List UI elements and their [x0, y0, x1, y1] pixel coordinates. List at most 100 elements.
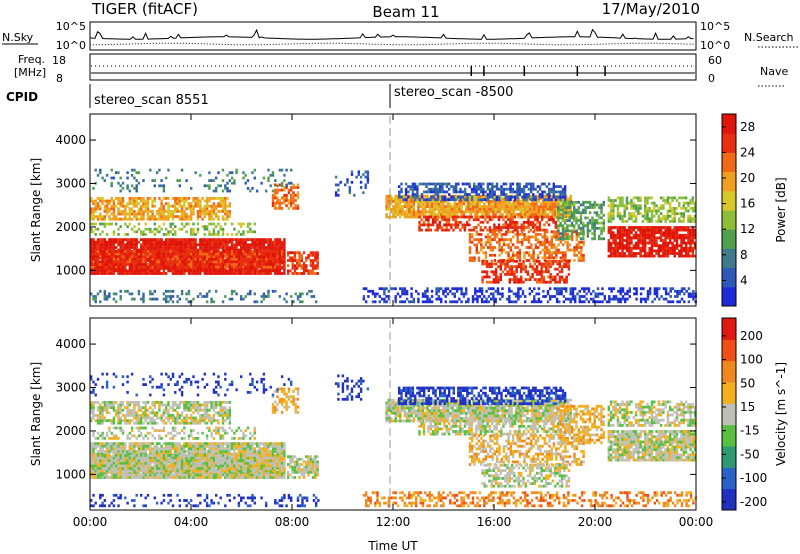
power-cell	[311, 261, 315, 265]
power-cell	[452, 185, 455, 188]
power-cell	[495, 262, 498, 266]
power-cell	[565, 280, 568, 284]
power-cell	[192, 210, 195, 213]
power-cell	[169, 210, 172, 213]
power-cell	[144, 204, 147, 208]
power-cell	[126, 243, 129, 247]
power-cell	[144, 263, 147, 266]
power-cell	[520, 187, 524, 191]
power-cell	[142, 257, 145, 261]
power-cell	[591, 237, 594, 241]
power-cell	[230, 243, 234, 247]
power-cell	[609, 220, 613, 223]
power-cell	[514, 233, 517, 236]
power-cell	[477, 233, 481, 236]
power-cell	[535, 210, 538, 214]
power-cell	[190, 215, 193, 218]
power-cell	[187, 260, 191, 264]
power-cell	[448, 187, 451, 191]
power-cell	[548, 240, 551, 244]
power-cell	[126, 187, 129, 190]
power-cell	[523, 235, 526, 239]
power-cell	[527, 226, 530, 229]
power-cell	[269, 184, 272, 188]
power-cell	[511, 253, 515, 257]
power-cell	[242, 176, 245, 180]
power-cell	[500, 235, 503, 239]
power-cell	[561, 190, 565, 194]
power-cell	[180, 246, 184, 249]
power-cell	[453, 213, 456, 216]
power-cell	[680, 244, 683, 248]
power-cell	[538, 226, 542, 229]
power-cell	[493, 246, 497, 249]
power-cell	[625, 196, 629, 200]
power-cell	[187, 204, 191, 208]
power-cell	[183, 250, 186, 253]
power-cell	[456, 215, 460, 219]
power-cell	[521, 202, 525, 206]
power-cell	[573, 259, 576, 262]
power-cell	[153, 222, 156, 226]
power-cell	[544, 200, 547, 203]
power-cell	[149, 269, 152, 273]
power-cell	[162, 246, 166, 249]
power-cell	[412, 202, 416, 206]
power-cell	[426, 205, 429, 208]
power-cell	[187, 250, 191, 253]
power-cell	[151, 243, 154, 247]
power-cell	[278, 246, 281, 249]
power-cell	[190, 204, 193, 208]
power-cell	[527, 218, 530, 222]
power-cell	[476, 210, 479, 214]
power-cell	[217, 230, 220, 234]
power-cell	[144, 207, 147, 211]
power-cell	[666, 246, 670, 250]
power-cell	[426, 210, 429, 214]
power-cell	[566, 203, 569, 207]
power-cell	[518, 185, 521, 188]
power-cell	[468, 233, 472, 236]
power-cell	[534, 238, 538, 241]
power-cell	[144, 222, 147, 226]
power-cell	[669, 252, 672, 255]
power-cell	[474, 205, 477, 208]
power-cell	[280, 272, 284, 275]
power-cell	[359, 186, 363, 189]
power-cell	[226, 246, 229, 249]
power-cell	[598, 203, 601, 207]
power-cell	[287, 253, 290, 257]
power-cell	[477, 187, 480, 191]
power-cell	[573, 208, 576, 212]
power-cell	[573, 246, 576, 249]
power-cell	[426, 200, 429, 203]
power-cell	[201, 255, 204, 258]
power-cell	[458, 205, 461, 208]
power-cell	[183, 252, 186, 256]
power-cell	[527, 223, 530, 227]
power-cell	[194, 246, 197, 249]
power-cell	[691, 249, 695, 253]
power-cell	[488, 195, 492, 199]
power-cell	[280, 188, 284, 192]
power-cell	[307, 256, 310, 260]
power-cell	[178, 215, 181, 218]
power-cell	[274, 238, 277, 241]
power-cell	[283, 255, 286, 258]
power-cell	[559, 198, 562, 202]
power-cell	[614, 254, 617, 258]
power-cell	[99, 255, 102, 258]
power-cell	[423, 198, 426, 202]
power-cell	[655, 244, 658, 248]
power-cell	[293, 269, 297, 273]
power-cell	[575, 235, 578, 239]
power-cell	[221, 260, 225, 264]
power-cell	[511, 256, 515, 260]
power-cell	[169, 257, 172, 261]
power-cell	[467, 210, 470, 214]
power-cell	[212, 189, 216, 193]
power-cell	[276, 263, 279, 266]
power-cell	[194, 240, 197, 244]
power-cell	[433, 205, 436, 208]
power-cell	[167, 238, 170, 241]
